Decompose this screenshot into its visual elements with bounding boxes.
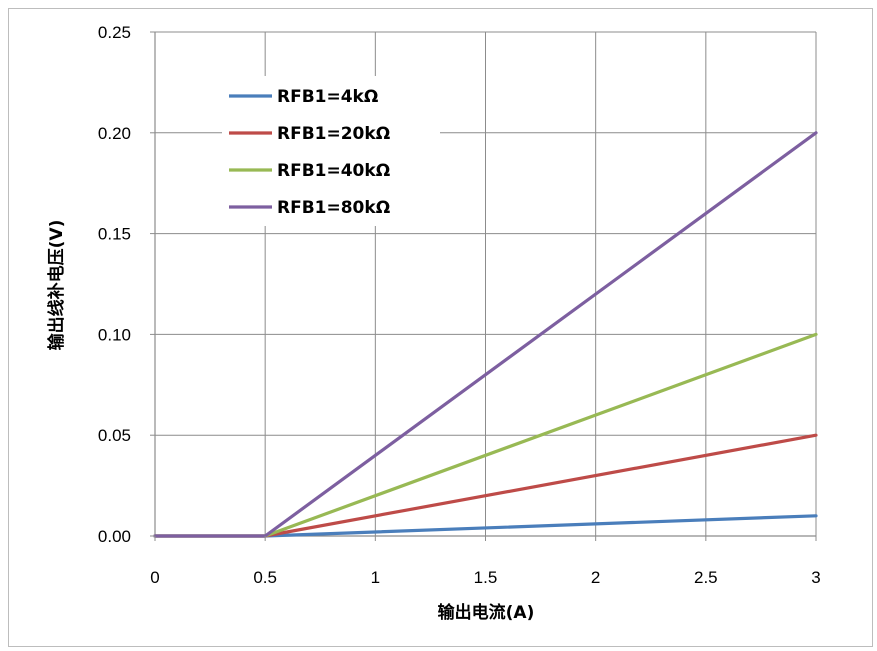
x-tick-label: 0.5 bbox=[253, 568, 277, 587]
legend-item: RFB1=4kΩ bbox=[229, 87, 378, 107]
legend-item: RFB1=20kΩ bbox=[229, 124, 390, 144]
y-tick-label: 0.25 bbox=[98, 23, 131, 42]
y-tick-label: 0.10 bbox=[98, 325, 131, 344]
x-tick-label: 3 bbox=[811, 568, 820, 587]
x-tick-label: 2.5 bbox=[694, 568, 718, 587]
x-tick-label: 2 bbox=[591, 568, 600, 587]
y-tick-label: 0.05 bbox=[98, 426, 131, 445]
legend-label: RFB1=20kΩ bbox=[277, 124, 390, 144]
x-tick-label: 0 bbox=[150, 568, 159, 587]
x-tick-label: 1 bbox=[371, 568, 380, 587]
chart-frame bbox=[8, 8, 873, 647]
legend: RFB1=4kΩ RFB1=20kΩ RFB1=40kΩ RFB1=80kΩ bbox=[222, 76, 440, 226]
legend-label: RFB1=4kΩ bbox=[277, 87, 378, 107]
y-tick-label: 0.15 bbox=[98, 225, 131, 244]
legend-box bbox=[222, 76, 440, 226]
y-tick-label: 0.20 bbox=[98, 124, 131, 143]
legend-item: RFB1=80kΩ bbox=[229, 198, 390, 218]
y-axis-ticks: 0.00 0.05 0.10 0.15 0.20 0.25 bbox=[98, 23, 155, 546]
legend-item: RFB1=40kΩ bbox=[229, 161, 390, 181]
x-axis-title: 输出电流(A) bbox=[438, 602, 535, 623]
x-tick-label: 1.5 bbox=[474, 568, 498, 587]
x-axis-ticks: 0 0.5 1 1.5 2 2.5 3 bbox=[150, 536, 821, 587]
y-tick-label: 0.00 bbox=[98, 527, 131, 546]
y-axis-title: 输出线补电压(V) bbox=[46, 220, 67, 351]
legend-label: RFB1=80kΩ bbox=[277, 198, 390, 218]
legend-label: RFB1=40kΩ bbox=[277, 161, 390, 181]
